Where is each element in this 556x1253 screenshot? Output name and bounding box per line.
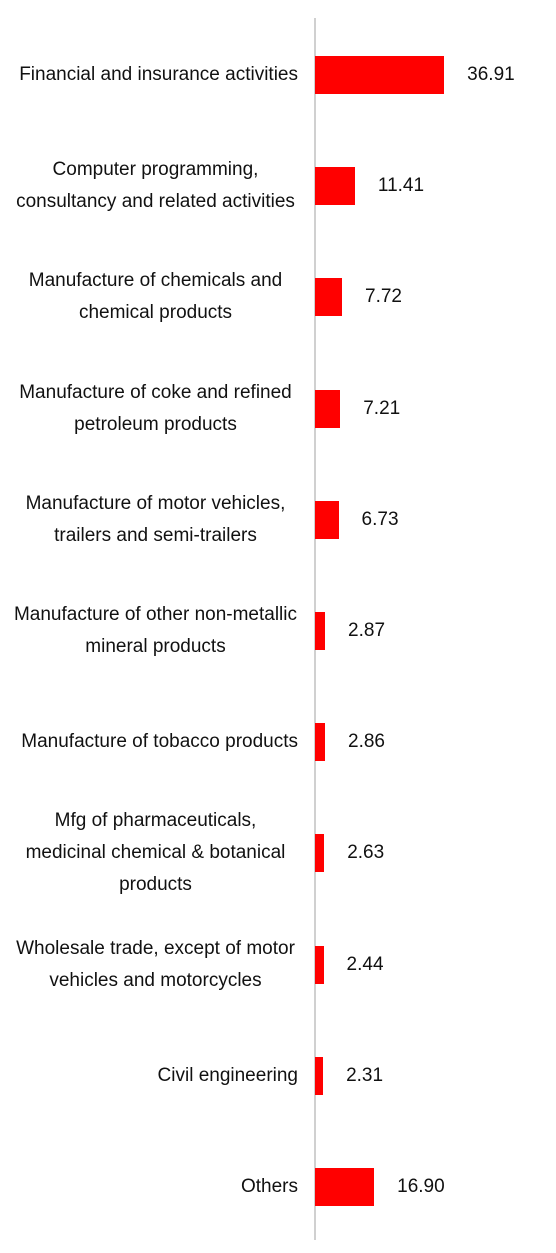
category-text: Manufacture of coke and refined petroleu… [19,381,292,435]
category-label: Civil engineering [8,1021,298,1131]
category-text: Manufacture of chemicals and chemical pr… [28,270,283,324]
category-label: Computer programming, consultancy and re… [8,131,298,241]
bar [315,56,445,94]
value-label: 2.44 [346,953,384,975]
value-label: 16.90 [397,1176,445,1197]
category-text: Manufacture of other non-metallic minera… [13,604,298,657]
bar [315,1168,375,1206]
value-label: 2.31 [346,1064,384,1086]
category-label: Wholesale trade, except of motor vehicle… [8,910,298,1020]
category-label: Mfg of pharmaceuticals, medicinal chemic… [8,798,298,908]
category-text: Financial and insurance activities [19,64,298,85]
value-label: 36.91 [467,64,515,85]
bar [315,723,325,762]
bar [315,389,341,428]
category-text: Mfg of pharmaceuticals, medicinal chemic… [25,810,286,896]
category-label: Manufacture of other non-metallic minera… [8,576,298,686]
category-label: Manufacture of coke and refined petroleu… [8,354,298,464]
bar [315,500,339,539]
value-label: 11.41 [377,175,425,197]
value-label: 7.72 [365,286,402,308]
bar [315,167,355,206]
category-label: Manufacture of chemicals and chemical pr… [8,242,298,352]
bar [315,834,325,873]
category-label: Others [8,1132,298,1242]
bar [315,612,326,650]
category-text: Manufacture of motor vehicles, trailers … [25,492,286,546]
category-text: Computer programming, consultancy and re… [16,159,295,213]
bar [315,945,324,984]
value-label: 6.73 [361,508,399,530]
bar [315,278,343,317]
value-label: 2.87 [348,620,386,641]
value-label: 2.86 [348,731,385,753]
category-label: Financial and insurance activities [8,20,298,130]
value-label: 2.63 [347,842,385,864]
value-label: 7.21 [363,397,401,419]
category-text: Manufacture of tobacco products [21,731,298,753]
category-label: Manufacture of tobacco products [8,687,298,797]
bar [315,1056,324,1095]
category-text: Others [240,1176,298,1197]
category-text: Civil engineering [157,1064,298,1086]
category-text: Wholesale trade, except of motor vehicle… [16,937,295,991]
category-label: Manufacture of motor vehicles, trailers … [8,465,298,575]
